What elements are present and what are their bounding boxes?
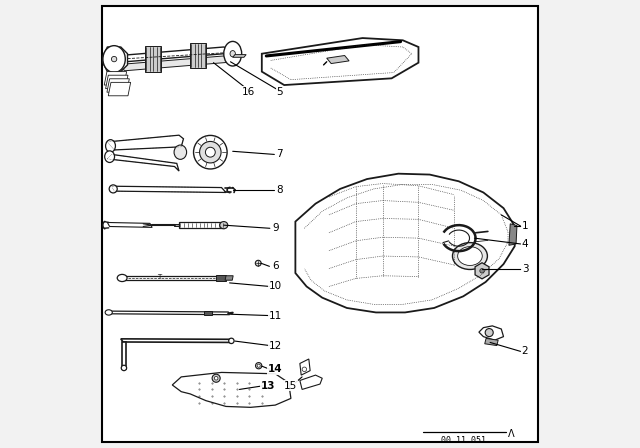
Polygon shape <box>114 56 235 71</box>
Polygon shape <box>300 359 310 375</box>
Polygon shape <box>121 339 233 342</box>
Text: 9: 9 <box>272 223 278 233</box>
Polygon shape <box>262 38 419 85</box>
Polygon shape <box>112 186 226 193</box>
Text: 2: 2 <box>522 346 529 357</box>
Ellipse shape <box>255 362 262 369</box>
Polygon shape <box>225 276 233 280</box>
Polygon shape <box>108 223 152 228</box>
Ellipse shape <box>174 145 187 159</box>
Polygon shape <box>103 47 127 72</box>
Text: 3: 3 <box>522 263 529 274</box>
Polygon shape <box>216 275 226 281</box>
Ellipse shape <box>257 364 260 367</box>
Ellipse shape <box>193 135 227 169</box>
Polygon shape <box>108 155 179 171</box>
Ellipse shape <box>220 222 228 229</box>
Ellipse shape <box>105 310 112 315</box>
FancyBboxPatch shape <box>102 6 538 442</box>
Text: 15: 15 <box>284 381 298 391</box>
Polygon shape <box>108 135 184 150</box>
Ellipse shape <box>106 140 115 152</box>
Ellipse shape <box>200 142 221 163</box>
Text: 6: 6 <box>272 261 278 271</box>
Polygon shape <box>179 223 224 228</box>
Polygon shape <box>190 43 206 68</box>
Polygon shape <box>296 174 515 312</box>
Ellipse shape <box>485 328 493 336</box>
Ellipse shape <box>214 376 218 380</box>
Text: 10: 10 <box>269 281 282 292</box>
Polygon shape <box>145 46 161 72</box>
Polygon shape <box>107 79 129 92</box>
Ellipse shape <box>230 51 236 57</box>
Text: Λ: Λ <box>508 429 515 439</box>
Ellipse shape <box>205 147 215 157</box>
Polygon shape <box>172 372 291 407</box>
Polygon shape <box>204 310 212 314</box>
Text: 11: 11 <box>269 310 282 321</box>
Polygon shape <box>121 276 224 280</box>
Polygon shape <box>104 72 127 85</box>
Text: 00 11 051: 00 11 051 <box>441 436 486 445</box>
Text: 7: 7 <box>276 150 283 159</box>
Polygon shape <box>108 311 230 314</box>
Ellipse shape <box>228 338 234 344</box>
Polygon shape <box>122 342 126 369</box>
Text: T: T <box>157 274 161 280</box>
Polygon shape <box>106 75 128 89</box>
Polygon shape <box>326 56 349 64</box>
Polygon shape <box>475 263 489 279</box>
Text: 4: 4 <box>522 239 529 249</box>
Polygon shape <box>300 375 322 389</box>
Polygon shape <box>114 47 235 62</box>
Ellipse shape <box>111 56 116 62</box>
Text: 8: 8 <box>276 185 283 195</box>
Ellipse shape <box>302 367 307 371</box>
Text: 1: 1 <box>522 221 529 231</box>
Ellipse shape <box>224 41 242 66</box>
Polygon shape <box>479 326 504 340</box>
Ellipse shape <box>458 247 483 266</box>
Text: 13: 13 <box>260 381 275 391</box>
Text: 5: 5 <box>276 87 283 97</box>
Ellipse shape <box>103 46 125 73</box>
Polygon shape <box>173 224 179 227</box>
Polygon shape <box>233 55 246 57</box>
Ellipse shape <box>480 268 484 273</box>
Ellipse shape <box>109 185 117 193</box>
Ellipse shape <box>121 365 127 370</box>
Polygon shape <box>108 82 131 96</box>
Ellipse shape <box>212 374 220 382</box>
Ellipse shape <box>452 243 488 269</box>
Ellipse shape <box>117 274 127 281</box>
Polygon shape <box>509 224 517 246</box>
Text: 12: 12 <box>269 340 282 351</box>
Ellipse shape <box>255 260 261 266</box>
Text: 16: 16 <box>242 87 255 97</box>
Ellipse shape <box>105 151 115 163</box>
Polygon shape <box>484 338 498 345</box>
Text: 14: 14 <box>268 364 282 374</box>
